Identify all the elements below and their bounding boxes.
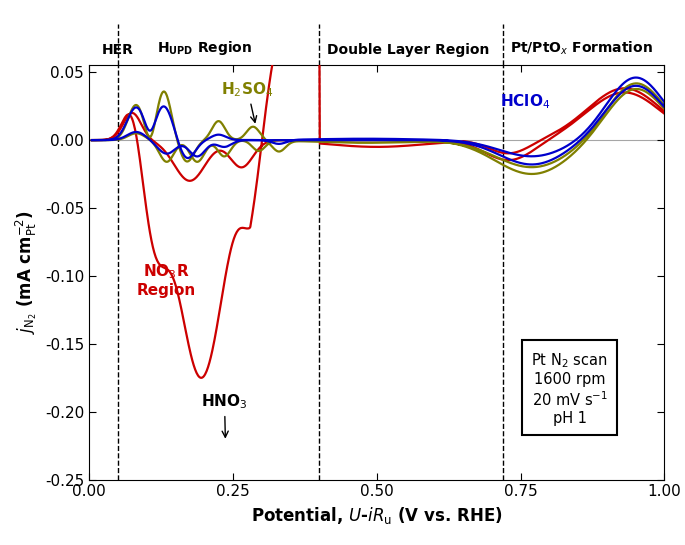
Text: HER: HER — [102, 43, 134, 57]
Text: H$_2$SO$_4$: H$_2$SO$_4$ — [221, 80, 274, 122]
Y-axis label: $j_\mathrm{N_2}$ (mA cm$^{-2}_\mathrm{Pt}$): $j_\mathrm{N_2}$ (mA cm$^{-2}_\mathrm{Pt… — [14, 210, 39, 335]
Text: Double Layer Region: Double Layer Region — [327, 43, 490, 57]
Text: HNO$_3$: HNO$_3$ — [201, 392, 248, 437]
Text: H$_\mathregular{UPD}$ Region: H$_\mathregular{UPD}$ Region — [157, 39, 251, 57]
Text: HClO$_4$: HClO$_4$ — [501, 92, 551, 111]
Text: NO$_3$R
Region: NO$_3$R Region — [137, 262, 197, 299]
Text: Pt N$_2$ scan
1600 rpm
20 mV s$^{-1}$
pH 1: Pt N$_2$ scan 1600 rpm 20 mV s$^{-1}$ pH… — [531, 351, 608, 426]
Text: Pt/PtO$_x$ Formation: Pt/PtO$_x$ Formation — [510, 40, 653, 57]
X-axis label: Potential, $U$-$iR_\mathrm{u}$ (V vs. RHE): Potential, $U$-$iR_\mathrm{u}$ (V vs. RH… — [251, 505, 503, 526]
